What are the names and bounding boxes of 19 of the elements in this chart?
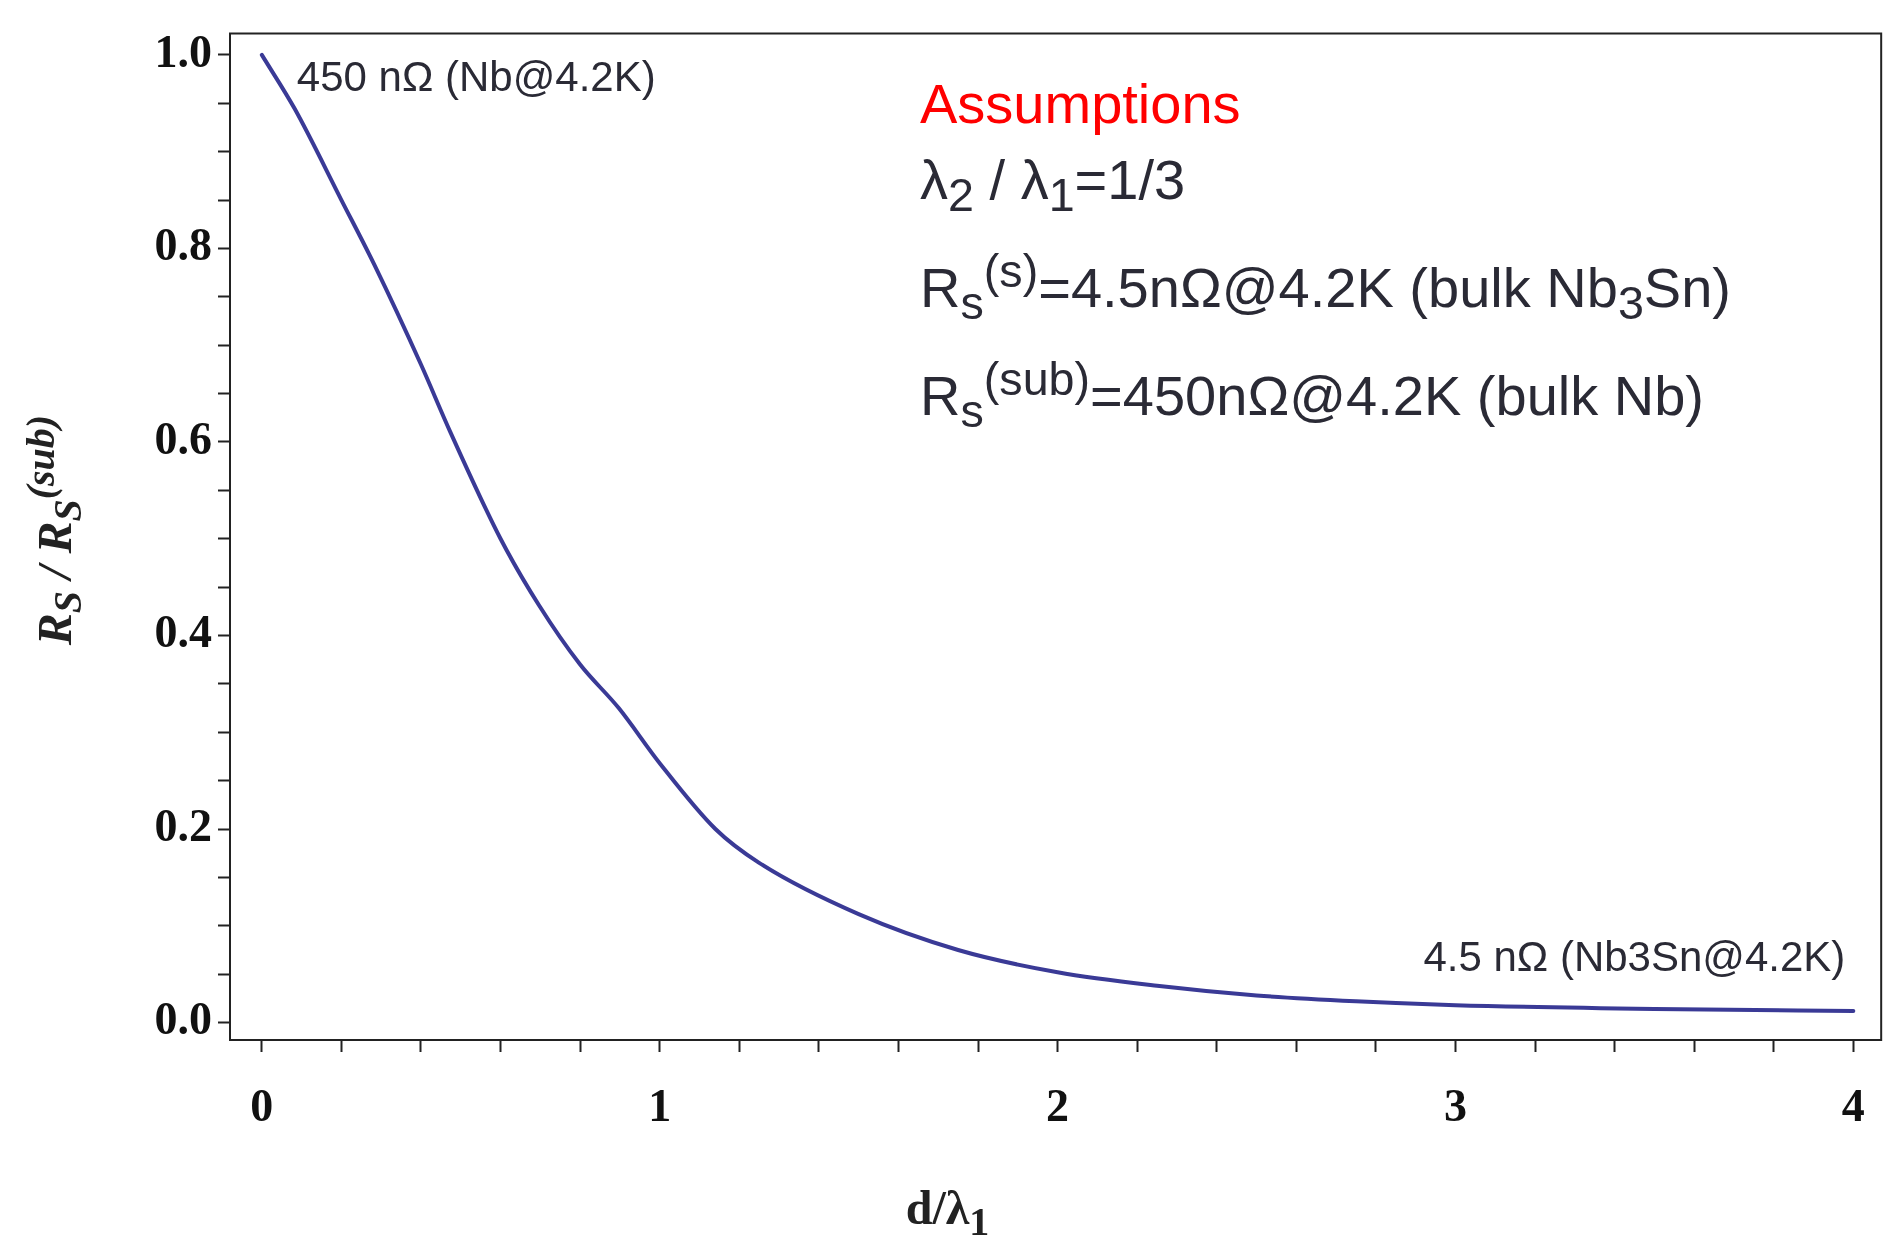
- x-tick-label: 1: [648, 1080, 672, 1132]
- x-tick-label: 3: [1443, 1080, 1467, 1132]
- y-tick-label: 0.0: [154, 993, 212, 1045]
- x-tick-label: 2: [1046, 1080, 1070, 1132]
- y-tick-label: 0.4: [154, 606, 212, 658]
- annotation: 450 nΩ (Nb@4.2K): [296, 52, 656, 100]
- x-axis-title: d/λ$_{1}$: [904, 1180, 991, 1239]
- annotation: λ$_{2}$ / λ$_{1}$=1/3: [920, 147, 1187, 224]
- x-tick-label: 4: [1841, 1080, 1865, 1132]
- y-tick-label: 1.0: [154, 25, 212, 77]
- annotation: R$_{s}$$^{(s)}$=4.5nΩ@4.2K (bulk Nb$_{3}$Sn): [920, 244, 1731, 332]
- line-series: [259, 52, 1856, 1013]
- annotation: 4.5 nΩ (Nb3Sn@4.2K): [1423, 932, 1846, 980]
- annotation: R$_{s}$$^{(sub)}$=450nΩ@4.2K (bulk Nb): [920, 352, 1705, 439]
- x-tick-label: 0: [250, 1080, 274, 1132]
- y-tick-label: 0.2: [154, 799, 212, 851]
- y-tick-label: 0.8: [154, 219, 212, 271]
- y-tick-label: 0.6: [154, 412, 212, 464]
- annotation: Assumptions: [920, 71, 1242, 137]
